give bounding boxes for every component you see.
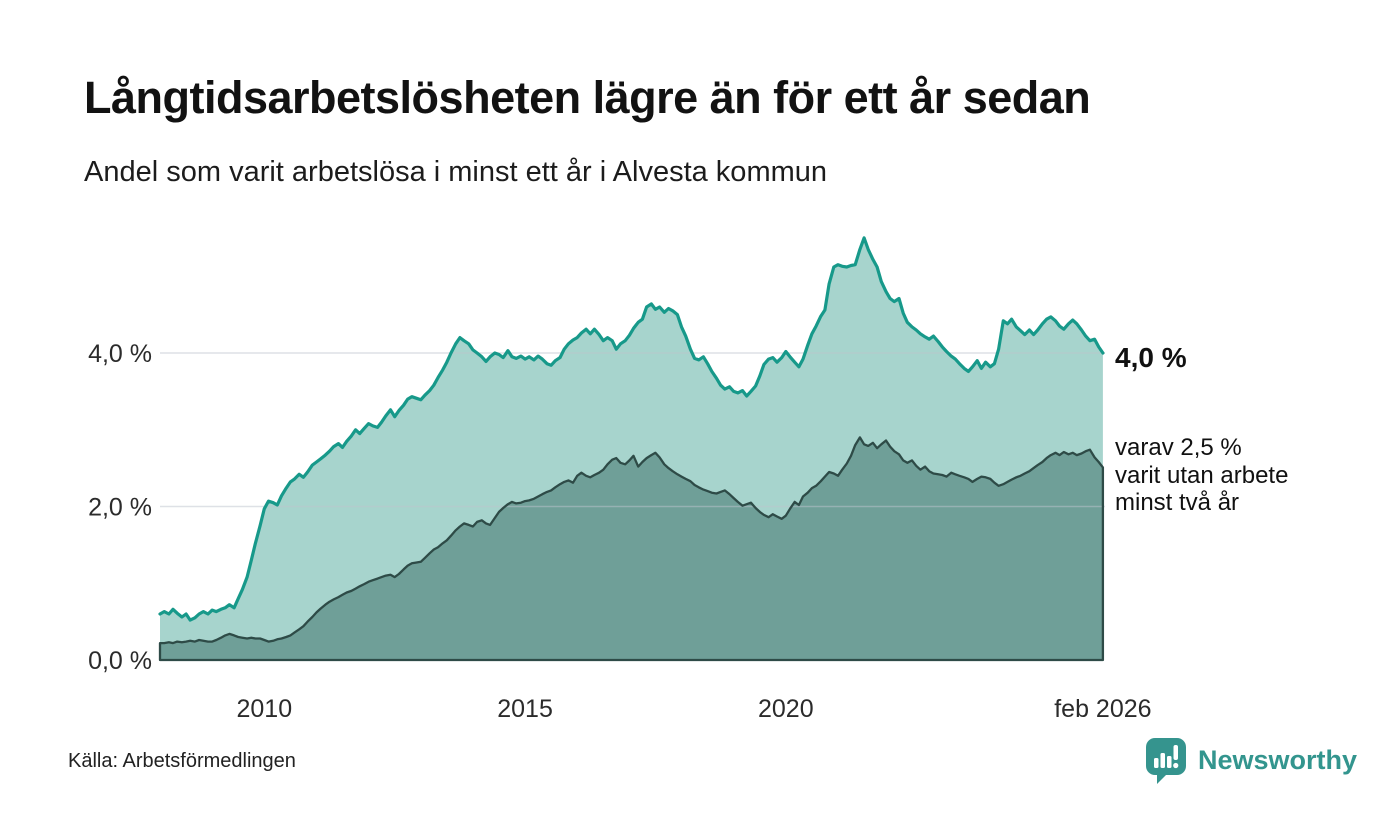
y-tick-label: 4,0 % [88,340,152,368]
latest-value-label: 4,0 % [1115,342,1187,373]
secondary-value-annotation: varav 2,5 % varit utan arbete minst två … [1115,434,1288,517]
long-term-line [158,236,1105,622]
source-credit: Källa: Arbetsförmedlingen [68,750,296,772]
newsworthy-brand: Newsworthy [1146,738,1357,786]
secondary-annotation-line1: varav 2,5 % [1115,434,1242,461]
very-long-term-line [158,436,1105,662]
y-tick-label: 0,0 % [88,647,152,675]
x-tick-label: feb 2026 [1054,695,1151,723]
newsworthy-logo-icon [1146,738,1186,784]
newsworthy-wordmark: Newsworthy [1198,745,1358,775]
secondary-annotation-line3: minst två år [1115,489,1240,516]
x-tick-label: 2015 [497,695,553,723]
x-tick-label: 2020 [758,695,814,723]
page-title: Långtidsarbetslösheten lägre än för ett … [84,72,1091,123]
x-tick-label: 2010 [236,695,292,723]
very-long-term-area [160,437,1103,660]
chart-subtitle: Andel som varit arbetslösa i minst ett å… [84,156,828,188]
y-tick-label: 2,0 % [88,494,152,522]
secondary-annotation-line2: varit utan arbete [1115,461,1289,489]
